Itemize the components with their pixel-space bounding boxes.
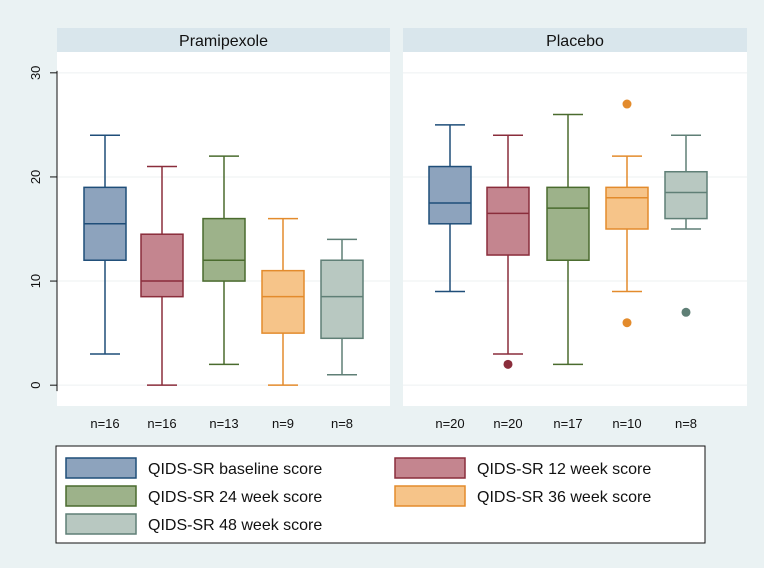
panel-pramipexole: Pramipexole n=16 n=16 n=13 n=9 n=8 bbox=[57, 28, 390, 431]
n-label: n=10 bbox=[612, 416, 641, 431]
legend-box bbox=[55, 445, 706, 544]
n-label: n=8 bbox=[675, 416, 697, 431]
box-w48: n=8 bbox=[320, 238, 364, 431]
box-w24: n=17 bbox=[546, 113, 590, 431]
box-iqr bbox=[202, 217, 246, 282]
panel-title: Pramipexole bbox=[179, 33, 268, 50]
panel-placebo: Placebo n=20 n=20 n=17 n=10 n=8 bbox=[403, 28, 747, 431]
box-iqr bbox=[605, 186, 649, 230]
outlier-point bbox=[622, 318, 632, 328]
outlier-point bbox=[503, 359, 513, 369]
n-label: n=9 bbox=[272, 416, 294, 431]
box-w36: n=9 bbox=[261, 217, 305, 431]
box-iqr bbox=[140, 233, 184, 298]
outlier-point bbox=[622, 99, 632, 109]
legend-swatch bbox=[65, 513, 137, 535]
y-tick-label: 30 bbox=[28, 66, 43, 80]
legend-item-w36: QIDS-SR 36 week score bbox=[394, 485, 651, 507]
legend-swatch bbox=[394, 485, 466, 507]
panel-header bbox=[403, 28, 747, 52]
legend-item-w48: QIDS-SR 48 week score bbox=[65, 513, 322, 535]
n-label: n=8 bbox=[331, 416, 353, 431]
box-w24: n=13 bbox=[202, 155, 246, 431]
box-iqr bbox=[664, 170, 708, 220]
legend-item-baseline: QIDS-SR baseline score bbox=[65, 457, 322, 479]
legend-label: QIDS-SR 48 week score bbox=[148, 517, 322, 534]
y-tick-label: 10 bbox=[28, 274, 43, 288]
legend-swatch bbox=[394, 457, 466, 479]
legend-item-w24: QIDS-SR 24 week score bbox=[65, 485, 322, 507]
n-label: n=20 bbox=[435, 416, 464, 431]
box-baseline: n=20 bbox=[428, 124, 472, 431]
y-axis: 0 10 20 30 bbox=[28, 66, 58, 392]
outlier-point bbox=[681, 307, 691, 317]
box-iqr bbox=[261, 269, 305, 334]
box-baseline: n=16 bbox=[83, 134, 127, 431]
n-label: n=16 bbox=[90, 416, 119, 431]
n-label: n=16 bbox=[147, 416, 176, 431]
box-w12: n=16 bbox=[140, 165, 184, 431]
panel-header bbox=[57, 28, 390, 52]
box-w48: n=8 bbox=[664, 134, 708, 431]
legend-label: QIDS-SR 24 week score bbox=[148, 489, 322, 506]
legend-swatch bbox=[65, 457, 137, 479]
box-w12: n=20 bbox=[486, 134, 530, 431]
legend-label: QIDS-SR baseline score bbox=[148, 461, 322, 478]
box-iqr bbox=[546, 186, 590, 261]
legend-label: QIDS-SR 36 week score bbox=[477, 489, 651, 506]
box-w36: n=10 bbox=[605, 99, 649, 431]
legend-label: QIDS-SR 12 week score bbox=[477, 461, 651, 478]
n-label: n=17 bbox=[553, 416, 582, 431]
panel-title: Placebo bbox=[546, 33, 604, 50]
n-label: n=20 bbox=[493, 416, 522, 431]
y-tick-label: 20 bbox=[28, 170, 43, 184]
box-iqr bbox=[486, 186, 530, 256]
box-iqr bbox=[428, 165, 472, 225]
n-label: n=13 bbox=[209, 416, 238, 431]
y-tick-label: 0 bbox=[28, 382, 43, 389]
legend-swatch bbox=[65, 485, 137, 507]
box-iqr bbox=[320, 259, 364, 340]
legend-item-w12: QIDS-SR 12 week score bbox=[394, 457, 651, 479]
